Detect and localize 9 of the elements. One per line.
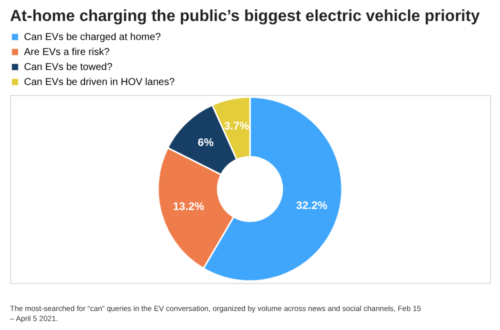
- legend-label: Are EVs a fire risk?: [24, 47, 110, 58]
- legend-label: Can EVs be driven in HOV lanes?: [24, 77, 176, 88]
- data-label: 13.2%: [173, 201, 204, 214]
- legend-label: Can EVs be towed?: [24, 62, 113, 73]
- chart-title: At-home charging the public’s biggest electric vehicle priority: [10, 8, 480, 25]
- data-label: 32.2%: [296, 200, 328, 212]
- data-label: 3.7%: [224, 120, 250, 132]
- legend-label: Can EVs be charged at home?: [24, 32, 162, 43]
- data-label: 6%: [198, 136, 214, 149]
